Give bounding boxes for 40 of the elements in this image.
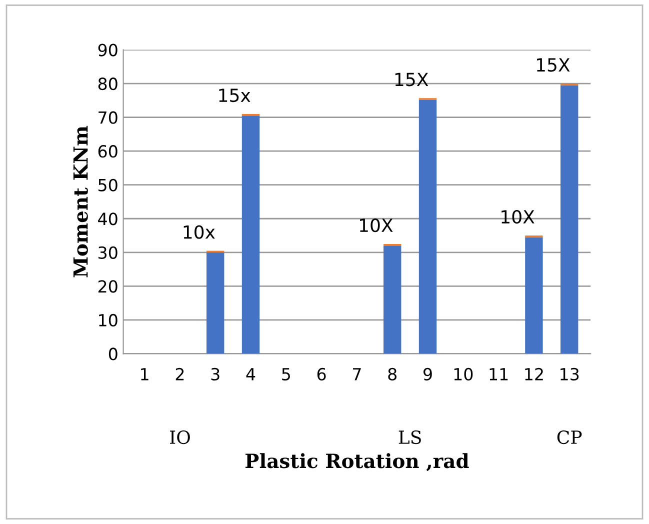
x-tick-label: 10 bbox=[454, 368, 473, 380]
x-tick-label: 1 bbox=[141, 368, 148, 380]
x-tick-label: 8 bbox=[388, 368, 397, 380]
y-tick-label: 10 bbox=[99, 314, 118, 326]
annotation: 15X bbox=[536, 58, 570, 72]
y-tick-label: 60 bbox=[98, 145, 118, 158]
x-tick-label: 9 bbox=[423, 368, 432, 380]
x-tick-label: 4 bbox=[246, 368, 256, 380]
y-tick-label: 50 bbox=[98, 178, 118, 192]
x-tick-label: 12 bbox=[525, 368, 543, 380]
bar bbox=[525, 237, 543, 354]
bar bbox=[418, 100, 437, 354]
annotation: 10X bbox=[502, 210, 534, 224]
annotation: 10X bbox=[360, 218, 393, 232]
y-tick-label: 30 bbox=[98, 246, 118, 259]
text: CP bbox=[557, 430, 582, 444]
x-axis-title: Plastic Rotation ,rad bbox=[246, 453, 469, 472]
bar bbox=[560, 85, 578, 354]
x-tick-label: 7 bbox=[353, 368, 361, 380]
x-tick-label: 11 bbox=[490, 368, 508, 380]
text: IO bbox=[170, 430, 190, 444]
y-tick-label: 80 bbox=[98, 78, 118, 90]
y-tick-label: 20 bbox=[98, 280, 118, 293]
y-tick-label: 0 bbox=[108, 348, 118, 360]
y-tick-label: 90 bbox=[98, 44, 118, 56]
x-tick-label: 6 bbox=[317, 368, 326, 380]
y-axis-title: Moment KNm bbox=[73, 126, 88, 278]
y-tick-label: 40 bbox=[98, 212, 118, 226]
bar bbox=[242, 116, 260, 354]
x-tick-label: 5 bbox=[282, 368, 290, 380]
x-tick-label: 13 bbox=[560, 368, 579, 380]
y-tick-label: 70 bbox=[98, 111, 118, 124]
x-tick-label: 3 bbox=[211, 368, 220, 380]
text: LS bbox=[398, 430, 421, 444]
annotation: 15x bbox=[219, 88, 250, 102]
bar bbox=[384, 246, 402, 354]
x-tick-label: 2 bbox=[176, 368, 184, 380]
bar bbox=[206, 252, 224, 354]
annotation: 15X bbox=[395, 72, 428, 86]
annotation: 10x bbox=[184, 225, 215, 239]
